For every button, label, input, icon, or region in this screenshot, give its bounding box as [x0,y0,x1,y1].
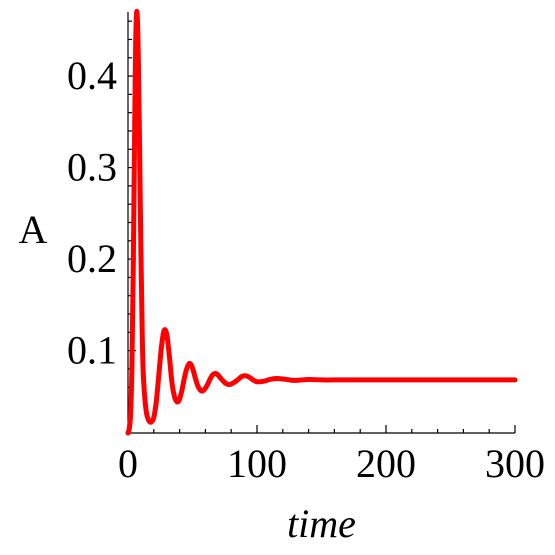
y-axis-title: A [19,207,48,252]
y-tick-label: 0.2 [67,236,117,281]
x-tick-label: 300 [485,441,545,486]
y-tick-label: 0.1 [67,328,117,373]
x-tick-label: 100 [227,441,287,486]
series-line [125,8,518,436]
series-group [125,8,518,436]
tick-labels: 0 100 200 300 0.1 0.2 0.3 0.4 [67,53,545,486]
y-tick-label: 0.3 [67,145,117,190]
x-axis-title: time [287,501,356,546]
x-tick-label: 200 [356,441,416,486]
x-tick-label: 0 [118,441,138,486]
y-tick-label: 0.4 [67,53,117,98]
